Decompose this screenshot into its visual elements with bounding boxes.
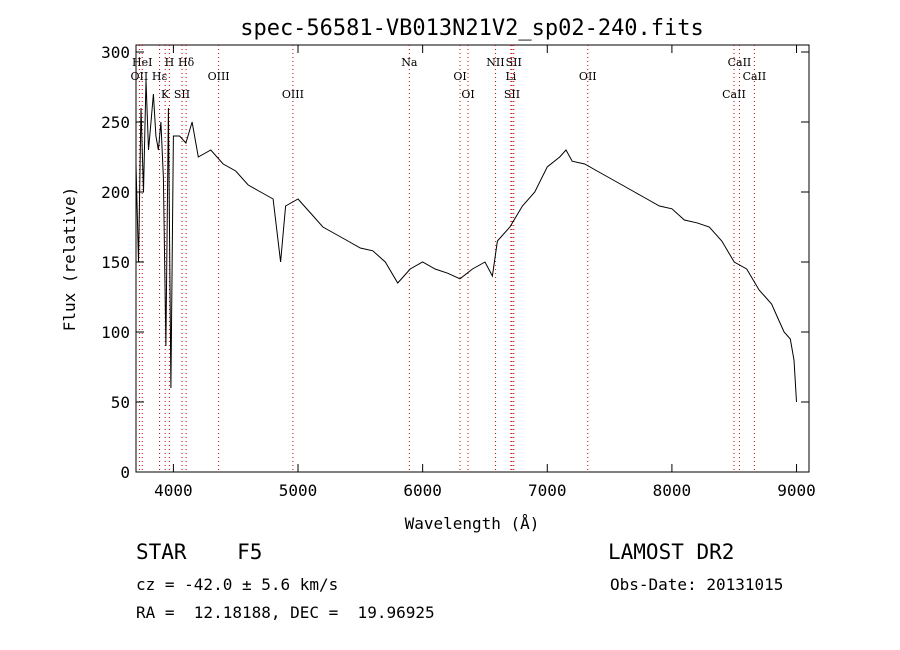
line-label: OII [579,70,597,83]
x-tick-label: 6000 [403,481,442,500]
line-label: SII [504,88,520,101]
line-label: OI [453,70,466,83]
redshift-velocity: cz = -42.0 ± 5.6 km/s [136,575,339,594]
line-label: H [165,56,175,69]
y-tick-label: 200 [101,183,130,202]
chart-title: spec-56581-VB013N21V2_sp02-240.fits [240,16,704,41]
emission-line-markers [138,45,755,472]
object-class: STAR F5 [136,540,263,564]
x-tick-label: 9000 [777,481,816,500]
line-label: NII [486,56,504,69]
line-label: OIII [208,70,230,83]
y-axis: 0 50 100 150 200 250 300 [101,43,809,482]
line-label: SII [174,88,190,101]
line-label: OII [131,70,149,83]
y-tick-label: 150 [101,253,130,272]
x-tick-label: 8000 [653,481,692,500]
y-tick-label: 100 [101,323,130,342]
line-label: SII [506,56,522,69]
line-label: Hδ [178,56,195,69]
spectrum-line [135,79,797,403]
line-labels: HeIOIIKHHεSIIHδOIIIOIIINaOIOINIILiSIISII… [131,56,767,101]
y-tick-label: 50 [111,393,130,412]
line-label: OIII [282,88,304,101]
line-label: CaII [743,70,767,83]
observation-date: Obs-Date: 20131015 [610,575,784,594]
x-tick-label: 4000 [154,481,193,500]
line-label: Hε [152,70,168,83]
x-axis-label: Wavelength (Å) [405,514,540,533]
line-label: Li [505,70,516,83]
line-label: CaII [728,56,752,69]
line-label: K [161,88,170,101]
y-axis-label: Flux (relative) [60,187,79,332]
line-label: Na [401,56,418,69]
y-tick-label: 0 [120,463,130,482]
y-tick-label: 250 [101,113,130,132]
coordinates: RA = 12.18188, DEC = 19.96925 [136,603,435,622]
line-label: HeI [132,56,152,69]
x-tick-label: 5000 [279,481,318,500]
line-label: CaII [722,88,746,101]
line-label: OI [461,88,474,101]
x-axis: 4000 5000 6000 7000 8000 9000 [154,45,816,500]
survey-name: LAMOST DR2 [608,540,735,564]
plot-frame [135,44,810,473]
y-tick-label: 300 [101,43,130,62]
x-tick-label: 7000 [528,481,567,500]
